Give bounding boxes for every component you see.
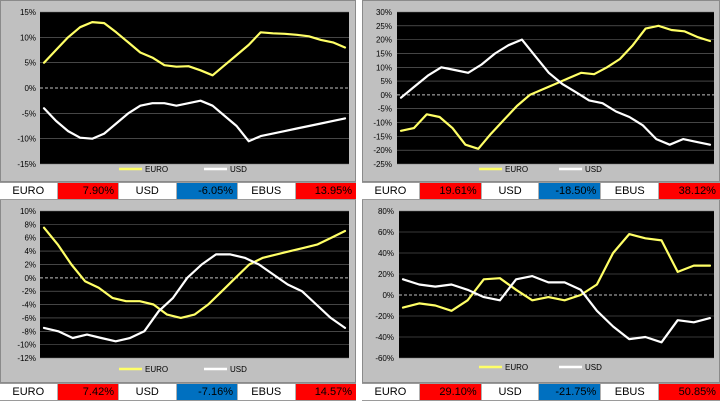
y-tick-label: 20% [378,270,394,279]
legend-label-euro: EURO [505,165,528,174]
y-tick-label: -60% [375,354,394,363]
usd-label: USD [482,183,540,199]
y-tick-label: 5% [380,77,392,86]
y-tick-label: -20% [375,312,394,321]
usd-label: USD [119,384,177,400]
series-line-euro [399,24,712,150]
series-line-usd [401,275,712,344]
usd-return: -18.50% [539,183,602,199]
plot-area [397,12,714,164]
euro-label: EURO [362,384,420,400]
y-tick-label: -10% [373,119,392,128]
y-tick-label: -4% [22,301,36,310]
y-tick-label: -10% [17,341,36,350]
y-tick-label: -12% [17,354,36,363]
y-tick-label: 30% [376,8,392,17]
series-line-euro [42,21,347,77]
y-tick-label: 10% [376,63,392,72]
y-tick-label: 80% [378,207,394,216]
y-tick-label: 10% [20,33,36,42]
y-tick-label: 6% [24,234,36,243]
usd-return: -6.05% [176,183,238,199]
y-tick-label: 0% [380,91,392,100]
y-tick-label: 15% [376,49,392,58]
y-tick-label: -5% [378,105,392,114]
y-tick-label: 4% [24,247,36,256]
series-line-usd [399,38,712,146]
usd-return: -21.75% [539,384,602,400]
summary-strip-4: EURO 29.10% USD -21.75% EBUS 50.85% [362,383,720,401]
legend-label-usd: USD [585,165,602,174]
ebus-return: 38.12% [659,183,720,199]
y-tick-label: -2% [22,287,36,296]
summary-strip-1: EURO 7.90% USD -6.05% EBUS 13.95% [0,182,356,200]
y-tick-label: 25% [376,22,392,31]
summary-strip-2: EURO 19.61% USD -18.50% EBUS 38.12% [362,182,720,200]
euro-return: 7.90% [57,183,119,199]
legend-label-usd: USD [585,363,602,372]
y-tick-label: -40% [375,333,394,342]
ebus-label: EBUS [601,384,660,400]
euro-label: EURO [0,384,58,400]
y-tick-label: -8% [22,327,36,336]
y-tick-label: -25% [373,160,392,169]
ebus-label: EBUS [238,384,296,400]
y-tick-label: -5% [22,109,36,118]
legend-label-euro: EURO [145,365,168,374]
legend-label-usd: USD [230,165,247,174]
euro-label: EURO [362,183,420,199]
euro-return: 19.61% [419,183,482,199]
series-line-euro [42,226,347,319]
usd-label: USD [119,183,177,199]
y-tick-label: 5% [24,59,36,68]
y-tick-label: 40% [378,249,394,258]
y-tick-label: 2% [24,260,36,269]
legend-label-euro: EURO [145,165,168,174]
usd-return: -7.16% [176,384,238,400]
y-tick-label: 15% [20,8,36,17]
usd-label: USD [482,384,540,400]
legend-label-euro: EURO [505,363,528,372]
ebus-return: 50.85% [659,384,720,400]
y-tick-label: -15% [17,160,36,169]
ebus-return: 14.57% [295,384,356,400]
y-tick-label: 0% [24,84,36,93]
euro-return: 29.10% [419,384,482,400]
y-tick-label: 10% [20,207,36,216]
ebus-return: 13.95% [295,183,356,199]
y-tick-label: -10% [17,135,36,144]
y-tick-label: 20% [376,36,392,45]
y-tick-label: 60% [378,228,394,237]
y-tick-label: 8% [24,220,36,229]
y-tick-label: -15% [373,132,392,141]
series-line-usd [42,99,347,143]
series-line-euro [401,233,712,312]
euro-return: 7.42% [57,384,119,400]
series-line-usd [42,253,347,343]
y-tick-label: 0% [382,291,394,300]
y-tick-label: 0% [24,274,36,283]
summary-strip-3: EURO 7.42% USD -7.16% EBUS 14.57% [0,383,356,401]
y-tick-label: -20% [373,146,392,155]
ebus-label: EBUS [601,183,660,199]
ebus-label: EBUS [238,183,296,199]
y-tick-label: -6% [22,314,36,323]
legend-label-usd: USD [230,365,247,374]
euro-label: EURO [0,183,58,199]
